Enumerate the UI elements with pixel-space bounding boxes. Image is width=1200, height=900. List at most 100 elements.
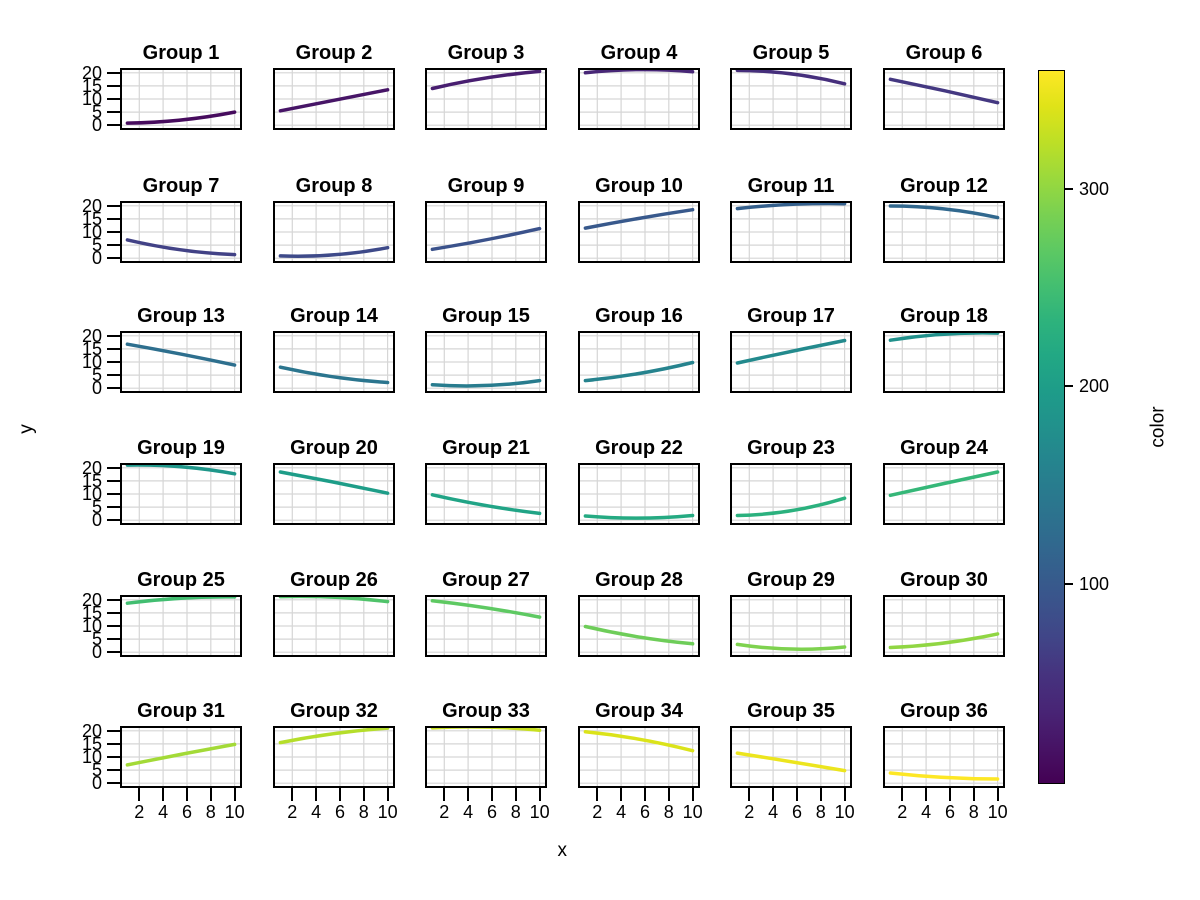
data-line: [430, 599, 542, 619]
x-tick-label: 2: [134, 802, 145, 822]
data-line: [735, 751, 847, 773]
x-tick-mark: [185, 788, 188, 801]
x-tick-mark: [315, 788, 318, 801]
data-line: [583, 70, 695, 75]
x-tick-mark: [643, 788, 646, 801]
x-tick-label: 2: [439, 802, 450, 822]
x-tick-label: 10: [224, 802, 245, 822]
y-tick-mark: [107, 71, 120, 74]
facet-title: Group 31: [137, 700, 225, 722]
y-tick-mark: [107, 611, 120, 614]
facet-panel: [730, 201, 852, 263]
y-tick-label: 20: [81, 195, 102, 216]
y-tick-label: 10: [81, 89, 102, 109]
facet-title: Group 25: [137, 569, 225, 591]
x-tick-label: 8: [358, 802, 369, 822]
facet-plot-area: [275, 465, 393, 523]
facet-plot-area: [885, 333, 1003, 391]
facet-plot-area: [885, 70, 1003, 128]
facet-plot-area: [885, 597, 1003, 655]
y-tick-mark: [107, 347, 120, 350]
y-tick-label: 15: [81, 733, 102, 754]
x-tick-mark: [138, 788, 141, 801]
x-tick-mark: [772, 788, 775, 801]
facet-panel: [273, 595, 395, 657]
data-line: [278, 597, 390, 604]
facet-panel: [425, 68, 547, 130]
facet-plot-area: [580, 333, 698, 391]
facet-panel: [120, 68, 242, 130]
y-tick-label: 15: [81, 75, 102, 96]
y-tick-label: 15: [81, 470, 102, 491]
y-tick-label: 0: [91, 642, 102, 663]
x-tick-mark: [667, 788, 670, 801]
facet-title: Group 34: [595, 700, 683, 722]
facet-plot-area: [275, 70, 393, 128]
x-tick-mark: [291, 788, 294, 801]
data-line: [125, 238, 237, 257]
y-tick-mark: [107, 519, 120, 522]
facet-panel: [730, 595, 852, 657]
facet-plot-area: [122, 465, 240, 523]
x-tick-label: 8: [510, 802, 521, 822]
facet-title: Group 26: [290, 569, 378, 591]
facet-title: Group 8: [295, 175, 373, 197]
facet-panel: [730, 68, 852, 130]
colorbar-tick-mark: [1065, 583, 1073, 586]
x-tick-mark: [620, 788, 623, 801]
data-line: [278, 728, 390, 745]
facet-panel: [578, 68, 700, 130]
x-tick-mark: [795, 788, 798, 801]
facet-title: Group 12: [900, 175, 988, 197]
facet-panel: [883, 68, 1005, 130]
x-tick-label: 6: [639, 802, 650, 822]
facet-panel: [425, 595, 547, 657]
facet-panel: [578, 595, 700, 657]
data-line: [735, 496, 847, 518]
x-tick-mark: [490, 788, 493, 801]
x-tick-label: 4: [768, 802, 779, 822]
facet-panel: [425, 463, 547, 525]
data-line: [125, 110, 237, 125]
facet-plot-area: [732, 728, 850, 786]
y-tick-label: 5: [91, 102, 102, 123]
facet-panel: [425, 201, 547, 263]
x-tick-label: 2: [287, 802, 298, 822]
y-tick-mark: [107, 756, 120, 758]
facet-plot-area: [427, 70, 545, 128]
y-tick-label: 10: [81, 222, 102, 242]
data-line: [735, 70, 847, 86]
data-line: [125, 342, 237, 367]
x-tick-label: 6: [944, 802, 955, 822]
x-tick-label: 10: [834, 802, 855, 822]
colorbar-tick-label: 100: [1079, 574, 1110, 595]
facet-title: Group 10: [595, 175, 683, 197]
y-tick-label: 0: [91, 510, 102, 531]
y-tick-mark: [107, 479, 120, 482]
y-tick-mark: [107, 638, 120, 641]
x-tick-mark: [538, 788, 541, 801]
y-tick-mark: [107, 98, 120, 100]
facet-title: Group 3: [447, 42, 525, 64]
facet-plot-area: [732, 597, 850, 655]
x-tick-label: 4: [616, 802, 627, 822]
y-tick-mark: [107, 651, 120, 654]
x-tick-label: 2: [897, 802, 908, 822]
facet-panel: [273, 331, 395, 393]
facet-title: Group 23: [747, 437, 835, 459]
data-line: [278, 470, 390, 495]
facet-title: Group 2: [295, 42, 373, 64]
data-line: [888, 632, 1000, 650]
x-tick-mark: [338, 788, 341, 801]
x-tick-label: 4: [158, 802, 169, 822]
facet-panel: [578, 331, 700, 393]
facet-panel: [120, 595, 242, 657]
y-tick-mark: [107, 387, 120, 390]
colorbar-tick-label: 200: [1079, 376, 1110, 397]
x-tick-label: 10: [682, 802, 703, 822]
facet-panel: [578, 726, 700, 788]
y-tick-label: 10: [81, 747, 102, 767]
y-tick-mark: [107, 124, 120, 127]
y-tick-mark: [107, 111, 120, 114]
facet-panel: [883, 595, 1005, 657]
